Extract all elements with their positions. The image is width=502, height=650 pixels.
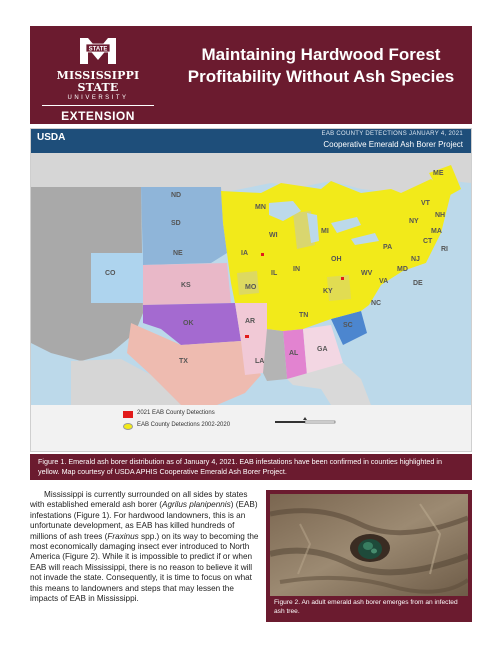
state-label: OK — [183, 320, 194, 327]
state-labels: ME NY RI DE MN SD WI MI NE IA CO KS MO K… — [105, 170, 448, 365]
state-label: CT — [423, 238, 433, 245]
state-label: AR — [245, 318, 255, 325]
state-label: IL — [271, 270, 278, 277]
state-label: RI — [441, 246, 448, 253]
map-scale-bar — [275, 414, 345, 424]
state-label: IA — [241, 250, 248, 257]
scientific-name: Fraxinus — [107, 531, 139, 541]
state-label: VT — [421, 200, 431, 207]
state-label: IN — [293, 266, 300, 273]
state-label: NJ — [411, 256, 420, 263]
state-label: GA — [317, 346, 328, 353]
figure2-caption: Figure 2. An adult emerald ash borer eme… — [274, 599, 458, 615]
state-label: CO — [105, 270, 116, 277]
us-county-map: ME NY RI DE MN SD WI MI NE IA CO KS MO K… — [31, 153, 471, 405]
logo-mark-text: STATE — [89, 47, 108, 53]
map-header: USDA EAB COUNTY DETECTIONS JANUARY 4, 20… — [31, 129, 471, 153]
state-label: TX — [179, 358, 188, 365]
legend-swatch-red — [123, 411, 133, 418]
state-label: KY — [323, 288, 333, 295]
state-label: AL — [289, 350, 299, 357]
state-label: ME — [433, 170, 444, 177]
state-label: MI — [321, 228, 329, 235]
legend-swatch-yellow — [123, 423, 133, 430]
logo-university-sub: UNIVERSITY — [67, 95, 129, 101]
state-label: DE — [413, 280, 423, 287]
state-label: OH — [331, 256, 342, 263]
state-label: MN — [255, 204, 266, 211]
state-label: KS — [181, 282, 191, 289]
legend-label: EAB County Detections 2002-2020 — [137, 422, 231, 428]
state-label: LA — [255, 358, 264, 365]
state-label: MD — [397, 266, 408, 273]
state-label: MO — [245, 284, 257, 291]
state-label: TN — [299, 312, 308, 319]
state-label: MA — [431, 228, 442, 235]
state-label: NE — [173, 250, 183, 257]
map-date-caption: EAB COUNTY DETECTIONS JANUARY 4, 2021 — [321, 131, 463, 137]
logo-divider — [42, 105, 154, 106]
legend-item: 2021 EAB County Detections — [123, 409, 283, 421]
header-banner: STATE MISSISSIPPI STATE UNIVERSITY EXTEN… — [30, 26, 472, 124]
state-label: WV — [361, 270, 373, 277]
emerald-ash-borer-photo — [270, 494, 468, 596]
state-label: SD — [171, 220, 181, 227]
scientific-name: Agrilus planipennis — [161, 500, 231, 510]
legend-item: EAB County Detections 2002-2020 — [123, 421, 283, 433]
figure2: Figure 2. An adult emerald ash borer eme… — [266, 490, 472, 622]
msu-m-logo-icon: STATE — [78, 34, 118, 68]
map-legend: 2021 EAB County Detections EAB County De… — [123, 409, 283, 433]
eab-distribution-map: USDA EAB COUNTY DETECTIONS JANUARY 4, 20… — [30, 128, 472, 452]
state-label: NY — [409, 218, 419, 225]
logo-university-name: MISSISSIPPI STATE — [56, 69, 140, 94]
body-paragraph: Mississippi is currently surrounded on a… — [30, 490, 259, 604]
map-project-caption: Cooperative Emerald Ash Borer Project — [323, 140, 463, 149]
state-label: SC — [343, 322, 353, 329]
logo-extension: EXTENSION — [61, 109, 135, 123]
usda-logo: USDA — [37, 132, 66, 143]
state-label: NH — [435, 212, 445, 219]
north-arrow-icon — [303, 417, 307, 420]
state-label: NC — [371, 300, 381, 307]
page-title: Maintaining Hardwood Forest Profitabilit… — [187, 45, 455, 86]
state-label: ND — [171, 192, 181, 199]
state-label: WI — [269, 232, 278, 239]
state-label: PA — [383, 244, 392, 251]
state-label: VA — [379, 278, 388, 285]
legend-label: 2021 EAB County Detections — [137, 410, 215, 416]
msu-extension-logo: STATE MISSISSIPPI STATE UNIVERSITY EXTEN… — [38, 34, 158, 123]
figure1-caption: Figure 1. Emerald ash borer distribution… — [30, 454, 472, 480]
